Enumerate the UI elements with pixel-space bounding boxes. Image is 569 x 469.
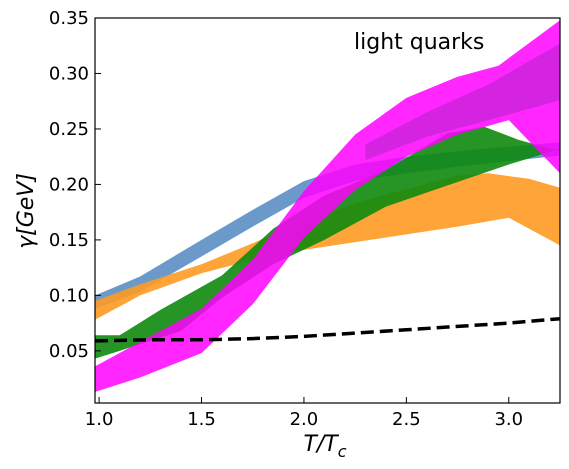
band-series-5 <box>365 43 560 160</box>
x-tick-label: 1.0 <box>85 409 114 430</box>
y-tick-label: 0.30 <box>49 63 89 84</box>
y-axis-ticks: 0.05 0.10 0.15 0.20 0.25 0.30 0.35 <box>49 8 101 362</box>
y-tick-label: 0.10 <box>49 285 89 306</box>
dashed-reference-line <box>95 316 560 343</box>
x-axis-label-subscript: c <box>338 442 347 461</box>
x-tick-label: 1.5 <box>187 409 216 430</box>
x-axis-ticks: 1.0 1.5 2.0 2.5 3.0 <box>85 397 523 430</box>
plot-area-frame <box>94 17 561 404</box>
y-tick-label: 0.05 <box>49 341 89 362</box>
y-tick-label: 0.35 <box>49 8 89 29</box>
y-tick-label: 0.15 <box>49 230 89 251</box>
band-series-2 <box>95 173 560 320</box>
y-tick-label: 0.20 <box>49 174 89 195</box>
x-axis-label: T/Tc <box>303 432 346 461</box>
x-tick-label: 2.0 <box>290 409 319 430</box>
x-tick-label: 3.0 <box>494 409 523 430</box>
x-tick-label: 2.5 <box>392 409 421 430</box>
y-tick-label: 0.25 <box>49 119 89 140</box>
y-axis-label: γ[GeV] <box>14 173 39 249</box>
x-axis-label-main: T/T <box>303 432 339 457</box>
dashed-line-group <box>95 316 560 343</box>
band-series-group <box>95 20 560 392</box>
chart-annotation: light quarks <box>354 30 484 55</box>
